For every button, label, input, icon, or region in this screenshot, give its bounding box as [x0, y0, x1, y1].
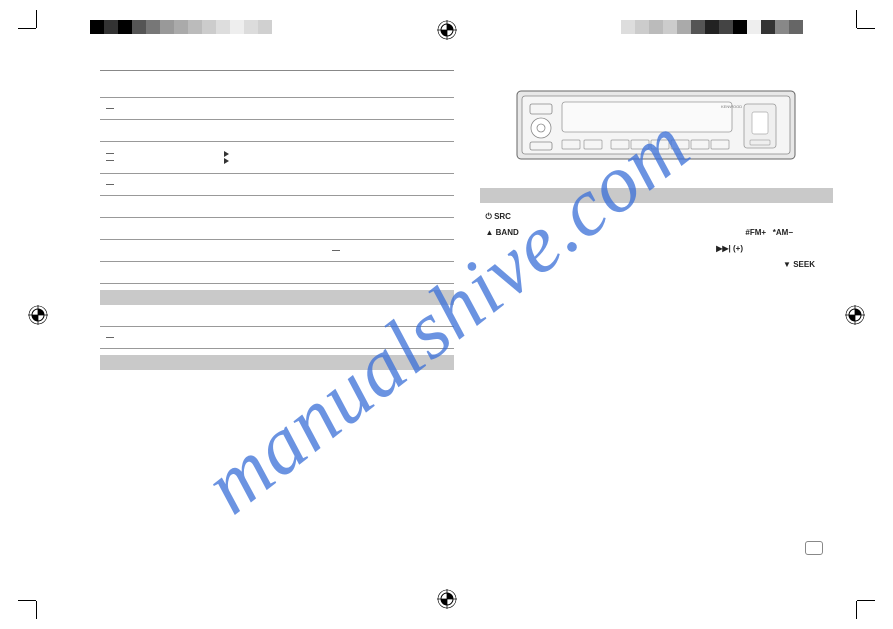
src-label: SRC: [494, 212, 511, 221]
section-header: [100, 290, 454, 305]
table-row: [100, 76, 454, 98]
table-row: [100, 196, 454, 218]
page-number-box: [805, 541, 823, 555]
list-item: ⏻ SRC: [486, 209, 834, 225]
next-track-icon: ▶▶|: [716, 244, 731, 253]
svg-text:KENWOOD: KENWOOD: [721, 104, 742, 109]
table-row: [100, 120, 454, 142]
right-page: KENWOOD ⏻: [480, 70, 834, 559]
page-spread: KENWOOD ⏻: [100, 70, 833, 559]
table-row: [100, 327, 454, 349]
list-item: ▶▶| (+): [486, 241, 834, 257]
radio-head-unit-illustration: KENWOOD: [516, 90, 796, 160]
am-label: *AM−: [773, 228, 793, 237]
fwd-label: (+): [733, 244, 743, 253]
registration-mark-bottom: [437, 589, 457, 609]
color-calibration-bar-left: [90, 20, 272, 34]
seek-label: SEEK: [793, 260, 815, 269]
list-item: ▲ BAND #FM+ *AM−: [486, 225, 834, 241]
table-row: [100, 98, 454, 120]
table-row: [100, 370, 454, 392]
table-row: [100, 305, 454, 327]
power-icon: ⏻: [486, 212, 492, 221]
list-item: ▼ SEEK: [486, 257, 834, 273]
band-label: BAND: [496, 228, 519, 237]
table-row: [100, 262, 454, 284]
section-header: [100, 355, 454, 370]
registration-mark-left: [28, 305, 48, 325]
color-calibration-bar-right: [621, 20, 803, 34]
left-page: [100, 70, 454, 559]
table-row: [100, 142, 454, 174]
table-row: [100, 218, 454, 240]
triangle-down-icon: ▼: [783, 260, 791, 269]
registration-mark-right: [845, 305, 865, 325]
table-row: [100, 240, 454, 262]
control-reference-list: ⏻ SRC ▲ BAND #FM+ *AM− ▶▶| (+) ▼ SEEK: [480, 209, 834, 273]
registration-mark-top: [437, 20, 457, 40]
fm-label: #FM+: [745, 228, 766, 237]
table-row: [100, 174, 454, 196]
triangle-up-icon: ▲: [486, 228, 494, 237]
section-header: [480, 188, 834, 203]
